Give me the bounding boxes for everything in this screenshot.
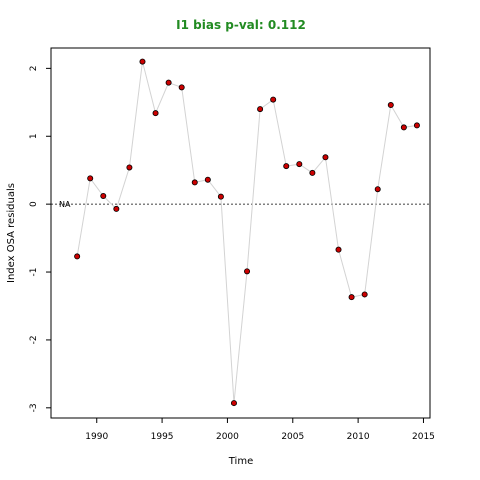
x-tick-label: 1995 bbox=[151, 432, 174, 442]
data-point bbox=[244, 268, 251, 275]
x-tick-label: 1990 bbox=[85, 432, 108, 442]
y-axis: -3 -2 -1 0 1 2 bbox=[29, 65, 51, 412]
data-point bbox=[191, 179, 198, 186]
data-point bbox=[74, 253, 81, 260]
y-tick-label: -2 bbox=[29, 335, 39, 344]
x-axis-label: Time bbox=[228, 456, 253, 467]
x-axis: 1990 1995 2000 2005 2010 2015 bbox=[85, 418, 435, 442]
data-point bbox=[100, 192, 107, 199]
y-tick-label: 2 bbox=[29, 65, 39, 71]
data-point bbox=[126, 164, 133, 171]
data-point bbox=[348, 294, 355, 301]
data-point bbox=[165, 79, 172, 86]
series-line bbox=[76, 61, 418, 404]
data-point bbox=[139, 58, 146, 65]
x-tick-label: 2000 bbox=[216, 432, 239, 442]
data-point bbox=[283, 163, 290, 170]
data-point bbox=[230, 400, 237, 407]
data-point bbox=[113, 205, 120, 212]
data-point bbox=[309, 169, 316, 176]
x-tick-label: 2005 bbox=[281, 432, 304, 442]
data-point bbox=[257, 106, 264, 113]
y-axis-label: Index OSA residuals bbox=[6, 183, 17, 283]
x-tick-label: 2010 bbox=[347, 432, 370, 442]
chart-title: I1 bias p-val: 0.112 bbox=[176, 18, 306, 32]
y-tick-label: -3 bbox=[29, 403, 39, 412]
data-point bbox=[387, 102, 394, 109]
data-point bbox=[296, 161, 303, 168]
plot-frame bbox=[50, 47, 431, 419]
data-point bbox=[335, 246, 342, 253]
data-point bbox=[322, 154, 329, 161]
data-point bbox=[413, 122, 420, 129]
y-tick-label: -1 bbox=[29, 268, 39, 277]
y-tick-label: 0 bbox=[29, 201, 39, 207]
y-tick-label: 1 bbox=[29, 133, 39, 139]
data-point bbox=[400, 124, 407, 131]
data-point bbox=[87, 175, 94, 182]
data-point bbox=[178, 84, 185, 91]
data-point bbox=[204, 176, 211, 183]
data-point bbox=[361, 291, 368, 298]
series-layer: NA bbox=[51, 58, 430, 407]
na-annotation: NA bbox=[59, 200, 71, 209]
data-point bbox=[152, 110, 159, 117]
data-point bbox=[374, 186, 381, 193]
data-point bbox=[270, 96, 277, 103]
data-point bbox=[217, 193, 224, 200]
x-tick-label: 2015 bbox=[412, 432, 435, 442]
